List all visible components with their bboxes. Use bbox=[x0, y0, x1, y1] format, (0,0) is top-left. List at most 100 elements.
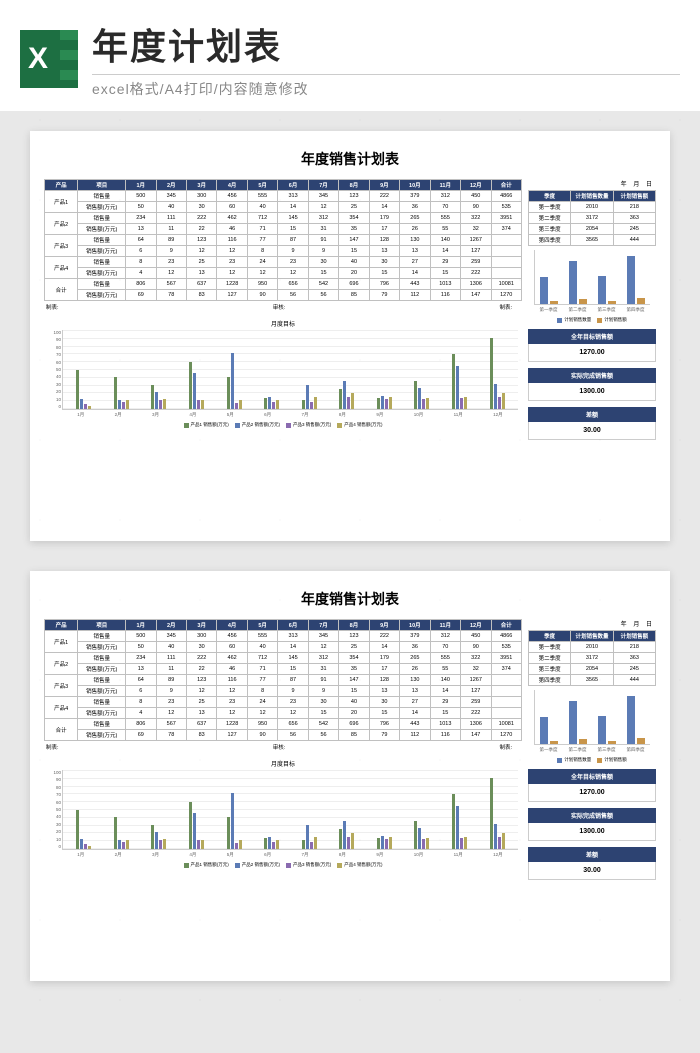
table-row: 第三季度2054245 bbox=[529, 664, 656, 675]
sheet-title: 年度销售计划表 bbox=[44, 149, 656, 169]
bar bbox=[84, 404, 87, 409]
bar bbox=[377, 398, 380, 409]
bar bbox=[460, 838, 463, 849]
bar bbox=[193, 373, 196, 409]
bar bbox=[310, 402, 313, 409]
bar bbox=[422, 399, 425, 409]
bar bbox=[239, 400, 242, 409]
bar bbox=[159, 400, 162, 409]
table-header: 产品 bbox=[45, 180, 78, 191]
table-row: 第一季度2010218 bbox=[529, 642, 656, 653]
bar bbox=[235, 403, 238, 409]
summary-label: 差额 bbox=[528, 847, 656, 862]
table-header: 1月 bbox=[126, 180, 156, 191]
table-header: 5月 bbox=[247, 180, 277, 191]
bar bbox=[302, 400, 305, 409]
bar bbox=[502, 393, 505, 409]
bar bbox=[452, 794, 455, 849]
bar bbox=[268, 397, 271, 409]
bar bbox=[231, 793, 234, 849]
signature-row: 制表:审核:制表: bbox=[44, 301, 522, 315]
bar bbox=[189, 802, 192, 849]
table-header: 10月 bbox=[400, 620, 430, 631]
bar bbox=[76, 370, 79, 410]
bar bbox=[306, 825, 309, 849]
monthly-chart-title: 月度目标 bbox=[44, 319, 522, 328]
table-row: 第二季度3172363 bbox=[529, 213, 656, 224]
bar bbox=[272, 842, 275, 849]
table-header: 产品 bbox=[45, 620, 78, 631]
date-row: 年 月 日 bbox=[528, 179, 656, 188]
bar bbox=[264, 398, 267, 409]
table-header: 2月 bbox=[156, 620, 186, 631]
bar bbox=[381, 836, 384, 849]
excel-icon bbox=[20, 30, 78, 88]
bar bbox=[80, 399, 83, 409]
table-row: 销售额(万元)69788312790565685791121161471270 bbox=[45, 290, 522, 301]
bar bbox=[276, 400, 279, 409]
bar bbox=[343, 381, 346, 409]
summary-label: 实际完成销售额 bbox=[528, 808, 656, 823]
quarter-bar-chart bbox=[534, 250, 650, 305]
table-header: 2月 bbox=[156, 180, 186, 191]
bar bbox=[351, 393, 354, 409]
signature-row: 制表:审核:制表: bbox=[44, 741, 522, 755]
table-row: 产品3销售量64891231167787911471281301401267 bbox=[45, 235, 522, 246]
table-row: 产品1销售量5003453004565553133451232223793124… bbox=[45, 631, 522, 642]
summary-value: 1270.00 bbox=[528, 344, 656, 362]
table-header: 9月 bbox=[369, 180, 399, 191]
table-row: 销售额(万元)131122467115313517265532374 bbox=[45, 224, 522, 235]
table-row: 销售额(万元)412131212121520151415222 bbox=[45, 708, 522, 719]
bar bbox=[314, 837, 317, 849]
bar bbox=[306, 385, 309, 409]
bar bbox=[114, 817, 117, 849]
summary-value: 30.00 bbox=[528, 422, 656, 440]
bar bbox=[385, 399, 388, 409]
bar bbox=[490, 338, 493, 409]
bar bbox=[490, 778, 493, 849]
table-row: 销售额(万元)504030604014122514367090535 bbox=[45, 642, 522, 653]
bar bbox=[126, 840, 129, 849]
bar bbox=[343, 821, 346, 849]
monthly-bar-chart: 1009080706050403020100 bbox=[62, 330, 518, 410]
bar bbox=[498, 397, 501, 409]
page-title: 年度计划表 bbox=[92, 18, 680, 75]
table-row: 合计销售量80656763712289506565426967964431013… bbox=[45, 719, 522, 730]
main-sales-table: 产品项目1月2月3月4月5月6月7月8月9月10月11月12月合计产品1销售量5… bbox=[44, 179, 522, 301]
table-header: 8月 bbox=[339, 620, 369, 631]
summary-box: 实际完成销售额1300.00 bbox=[528, 368, 656, 401]
quarter-chart-legend: 计划销售数量计划销售额 bbox=[528, 317, 656, 323]
table-header: 4月 bbox=[217, 620, 247, 631]
table-row: 产品2销售量2341112224627121453123541792655553… bbox=[45, 653, 522, 664]
bar bbox=[201, 400, 204, 409]
bar bbox=[276, 840, 279, 849]
table-row: 产品3销售量64891231167787911471281301401267 bbox=[45, 675, 522, 686]
bar bbox=[76, 810, 79, 850]
table-header: 8月 bbox=[339, 180, 369, 191]
summary-box: 实际完成销售额1300.00 bbox=[528, 808, 656, 841]
bar bbox=[347, 837, 350, 849]
summary-value: 1270.00 bbox=[528, 784, 656, 802]
monthly-chart-legend: 产品1 销售额(万元)产品2 销售额(万元)产品3 销售额(万元)产品4 销售额… bbox=[44, 862, 522, 868]
table-header: 12月 bbox=[461, 180, 491, 191]
bar bbox=[464, 837, 467, 849]
summary-value: 30.00 bbox=[528, 862, 656, 880]
table-header: 1月 bbox=[126, 620, 156, 631]
bar bbox=[231, 353, 234, 409]
bar bbox=[339, 389, 342, 409]
quarter-bar-chart bbox=[534, 690, 650, 745]
table-row: 第四季度3565444 bbox=[529, 235, 656, 246]
main-sales-table: 产品项目1月2月3月4月5月6月7月8月9月10月11月12月合计产品1销售量5… bbox=[44, 619, 522, 741]
bar bbox=[189, 362, 192, 409]
bar bbox=[418, 388, 421, 409]
bar bbox=[122, 842, 125, 849]
bar bbox=[239, 840, 242, 849]
sheet-preview-1: 年度销售计划表产品项目1月2月3月4月5月6月7月8月9月10月11月12月合计… bbox=[30, 131, 670, 541]
table-header: 6月 bbox=[278, 620, 308, 631]
table-header: 10月 bbox=[400, 180, 430, 191]
sheet-title: 年度销售计划表 bbox=[44, 589, 656, 609]
bar bbox=[118, 400, 121, 409]
bar bbox=[351, 833, 354, 849]
page-header: 年度计划表 excel格式/A4打印/内容随意修改 bbox=[0, 0, 700, 111]
bar bbox=[227, 377, 230, 409]
